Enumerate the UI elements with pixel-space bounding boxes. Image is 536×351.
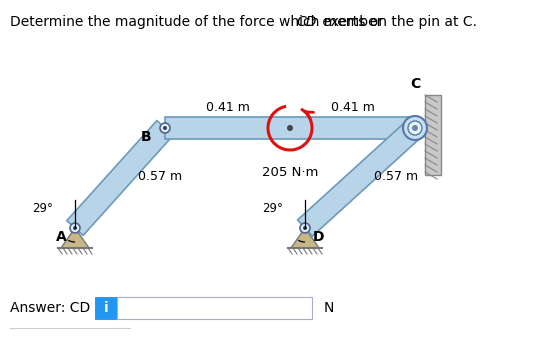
Circle shape (160, 123, 170, 133)
Circle shape (408, 121, 422, 135)
Text: exerts on the pin at C.: exerts on the pin at C. (318, 15, 477, 29)
Text: N: N (324, 301, 334, 315)
Text: 0.41 m: 0.41 m (331, 101, 375, 114)
Polygon shape (61, 228, 89, 248)
Circle shape (163, 126, 167, 130)
Text: Answer: CD =: Answer: CD = (10, 301, 110, 315)
Text: CD: CD (296, 15, 316, 29)
Text: 29°: 29° (32, 201, 53, 214)
Circle shape (412, 125, 418, 131)
Text: D: D (313, 230, 324, 244)
Polygon shape (67, 121, 173, 236)
Circle shape (287, 125, 293, 131)
Circle shape (303, 226, 307, 230)
Text: i: i (103, 301, 108, 315)
Text: A: A (56, 230, 67, 244)
Circle shape (300, 223, 310, 233)
Text: 29°: 29° (262, 201, 283, 214)
FancyBboxPatch shape (95, 297, 117, 319)
Text: Determine the magnitude of the force which member: Determine the magnitude of the force whi… (10, 15, 387, 29)
Circle shape (70, 223, 80, 233)
Bar (117, 297, 312, 319)
Text: 205 N·m: 205 N·m (262, 166, 318, 179)
Circle shape (73, 226, 77, 230)
Bar (425, 95, 441, 175)
Circle shape (403, 116, 427, 140)
Polygon shape (297, 120, 422, 236)
Text: C: C (410, 77, 420, 91)
Text: 0.41 m: 0.41 m (206, 101, 249, 114)
Polygon shape (291, 228, 319, 248)
Text: B: B (140, 130, 151, 144)
Text: 0.57 m: 0.57 m (374, 170, 418, 183)
Polygon shape (165, 117, 415, 139)
Text: 0.57 m: 0.57 m (138, 170, 182, 183)
